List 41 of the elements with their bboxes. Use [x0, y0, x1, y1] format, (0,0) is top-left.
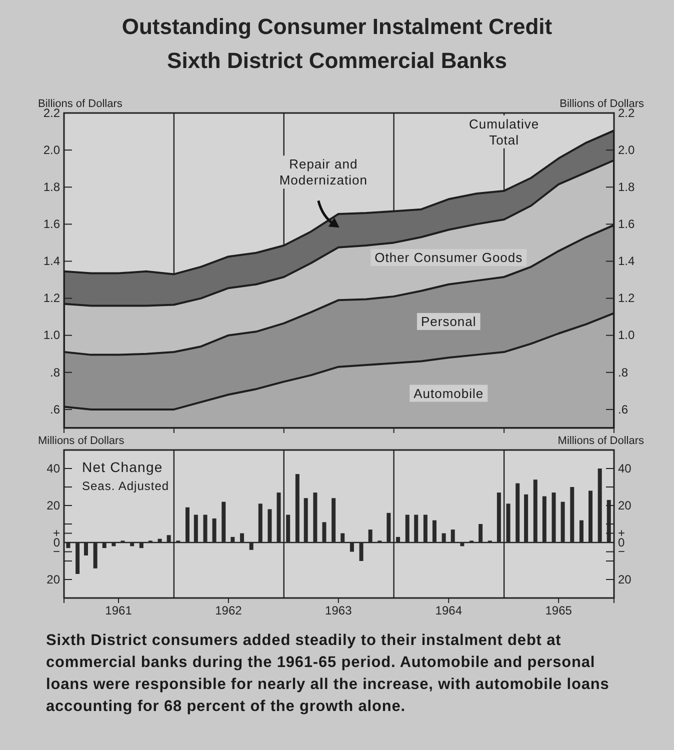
y2-tick-label: 20 — [618, 572, 632, 586]
y2-tick-label: 1.2 — [618, 291, 636, 306]
x-tick-label: 1964 — [435, 604, 462, 618]
y2-tick-label: 1.8 — [618, 180, 636, 194]
y-tick-label: 20 — [46, 572, 60, 586]
y2-tick-label: 1.4 — [618, 254, 636, 268]
series-label: Personal — [420, 314, 476, 329]
annotation: Cumulative Total — [469, 116, 540, 148]
y-tick-label: 1.8 — [43, 180, 60, 194]
y2-tick-label: .8 — [618, 365, 628, 380]
y2-tick-label: 40 — [618, 461, 632, 476]
y2-tick-label: 20 — [618, 498, 632, 512]
y-tick-label: 1.4 — [43, 254, 60, 268]
y-tick-label: 1.2 — [43, 291, 60, 306]
chart-subtitle: Sixth District Commercial Banks — [167, 48, 507, 73]
y-tick-label: 20 — [46, 498, 60, 512]
y-axis-title: Millions of Dollars — [38, 435, 125, 447]
series-label: Other Consumer Goods — [374, 250, 523, 266]
y2-tick-label: 2.0 — [618, 142, 636, 157]
chart-title: Outstanding Consumer Instalment Credit — [122, 14, 553, 39]
y-tick-label: 1.0 — [43, 328, 60, 342]
y2-tick-label: 1.6 — [618, 217, 636, 232]
x-tick-label: 1961 — [105, 604, 132, 618]
x-tick-label: 1963 — [325, 604, 352, 618]
y-tick-label: 40 — [46, 461, 60, 476]
y-tick-label: 2.0 — [43, 142, 60, 157]
y2-tick-label: 1.0 — [618, 328, 636, 342]
text: Net Change — [82, 459, 163, 475]
x-tick-label: 1965 — [545, 604, 572, 618]
y2-tick-label: 0 — [618, 535, 625, 550]
series-label: Automobile — [414, 386, 484, 401]
series-label: Repair and Modernization — [279, 156, 368, 188]
text: Seas. Adjusted — [82, 479, 170, 493]
y2-tick-label: .6 — [618, 402, 628, 416]
text: Sixth District consumers added steadily to their instalment debt at commercial banks during the 1961-65 period. Automobile and personal loans were responsible for nearly all the increase, with automobile loans accounting for 68 percent of the growth alone. — [46, 632, 610, 715]
y-tick-label: .8 — [50, 365, 60, 380]
y2-axis-title: Millions of Dollars — [558, 435, 644, 447]
y-tick-label: 1.6 — [43, 217, 60, 232]
x-tick-label: 1962 — [215, 604, 242, 618]
y-tick-label: 0 — [53, 535, 60, 550]
y-tick-label: .6 — [50, 402, 60, 416]
